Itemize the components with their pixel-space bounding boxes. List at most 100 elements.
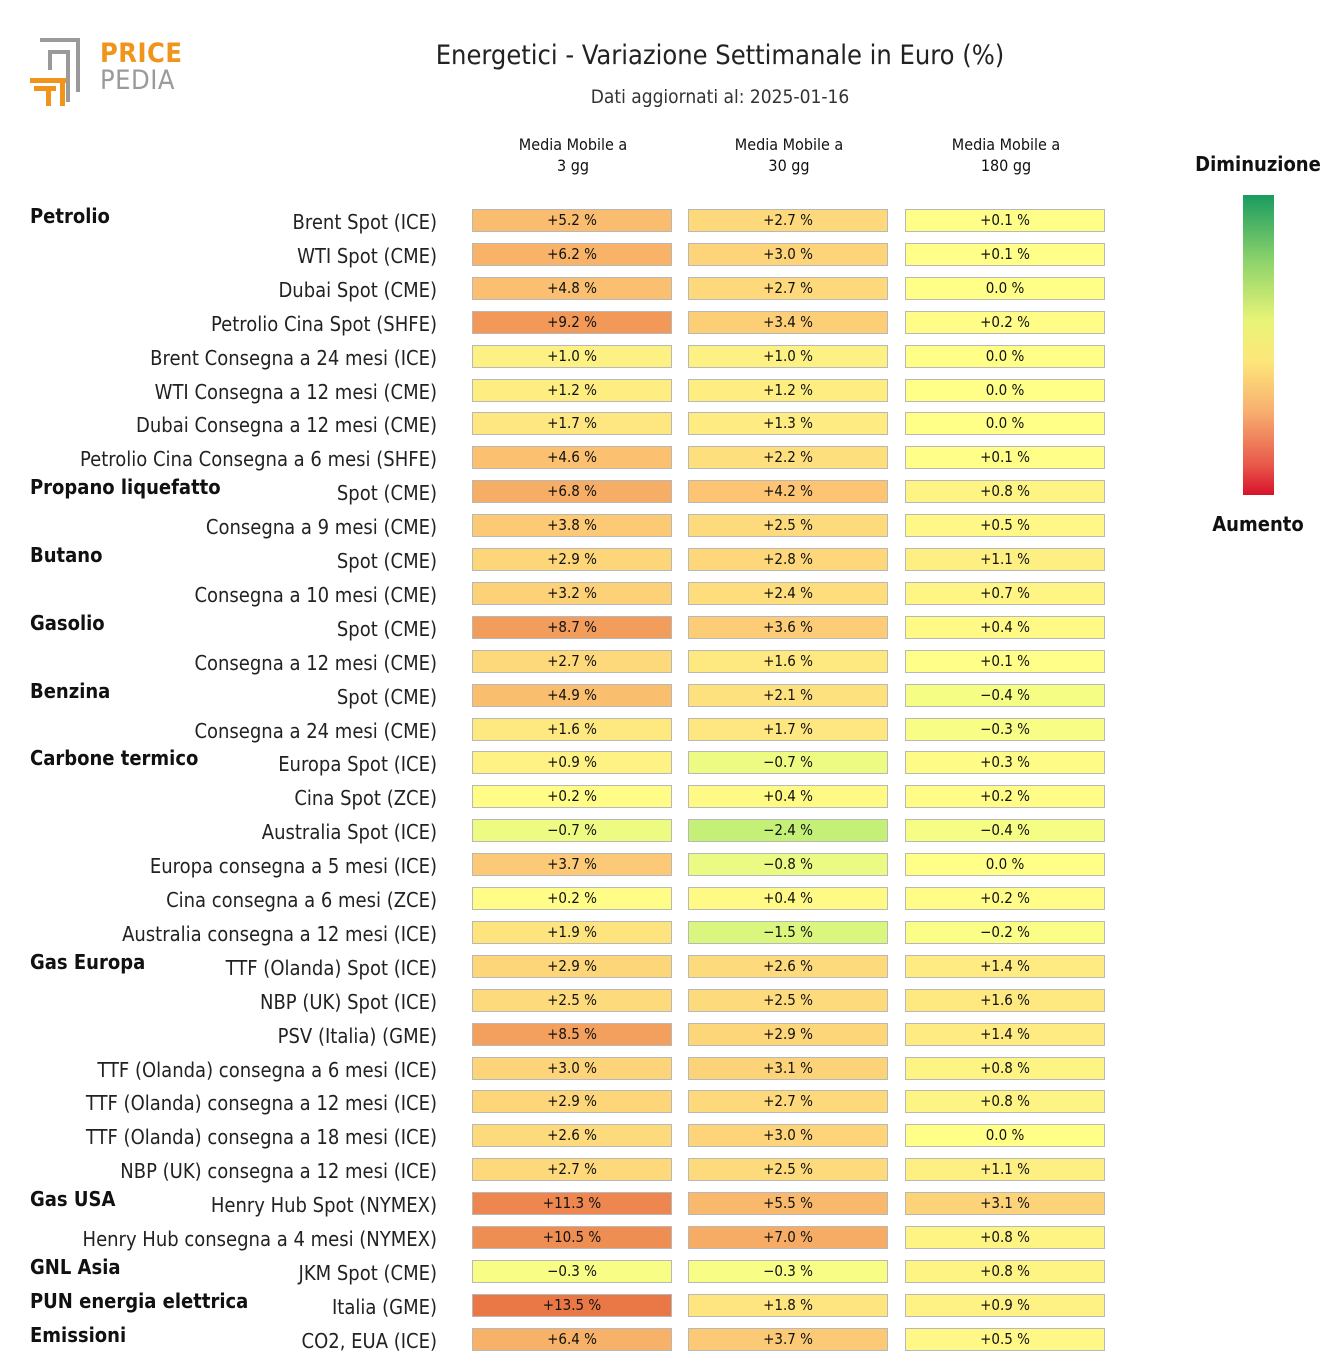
heatmap-cell: −0.3 % [472,1259,672,1283]
heatmap-cell: +6.2 % [472,242,672,266]
heatmap-cell: +3.4 % [688,310,888,334]
row-label: Europa consegna a 5 mesi (ICE) [149,854,437,879]
heatmap-cell: +0.1 % [905,446,1105,470]
heatmap-cell: +2.7 % [688,276,888,300]
group-label: Carbone termico [30,746,199,771]
heatmap-cell: +2.9 % [688,1022,888,1046]
heatmap-cell: +1.8 % [688,1293,888,1317]
heatmap-cell: 0.0 % [905,412,1105,436]
row-label: Brent Spot (ICE) [292,210,437,234]
heatmap-cell: 0.0 % [905,344,1105,368]
row-label: Henry Hub Spot (NYMEX) [210,1193,437,1218]
heatmap-cell: +3.6 % [688,615,888,639]
color-scale-bar [1243,195,1274,495]
heatmap-cell: +1.4 % [905,1022,1105,1046]
heatmap-cell: +0.4 % [905,615,1105,639]
heatmap-cell: +3.7 % [688,1327,888,1351]
row-label: PSV (Italia) (GME) [277,1023,437,1048]
heatmap-cell: +2.7 % [688,1090,888,1114]
row-label: TTF (Olanda) consegna a 12 mesi (ICE) [85,1091,437,1116]
row-label: Consegna a 24 mesi (CME) [194,718,437,743]
row-label: Petrolio Cina Consegna a 6 mesi (SHFE) [80,447,437,472]
heatmap-cell: +3.8 % [472,514,672,538]
column-header: Media Mobile a 180 gg [951,135,1061,175]
group-label: Propano liquefatto [30,475,221,500]
heatmap-cell: +1.0 % [472,344,672,368]
row-label: NBP (UK) Spot (ICE) [260,989,437,1014]
legend-top-label: Diminuzione [1195,152,1320,176]
heatmap-cell: +3.0 % [688,242,888,266]
row-label: Petrolio Cina Spot (SHFE) [211,311,437,336]
heatmap-cell: +2.6 % [688,954,888,978]
heatmap-cell: 0.0 % [905,378,1105,402]
group-label: Benzina [30,678,111,703]
heatmap-cell: +0.1 % [905,649,1105,673]
heatmap-cell: +1.0 % [688,344,888,368]
heatmap-cell: 0.0 % [905,1124,1105,1148]
heatmap-cell: −2.4 % [688,819,888,843]
group-label: Butano [30,543,103,567]
heatmap-cell: +10.5 % [472,1226,672,1249]
heatmap-cell: −0.3 % [688,1259,888,1283]
row-label: JKM Spot (CME) [298,1260,437,1285]
group-label: Gasolio [30,610,105,635]
heatmap-cell: +0.2 % [905,785,1105,809]
heatmap-cell: +2.5 % [688,1158,888,1182]
heatmap-cell: −0.4 % [905,819,1105,843]
heatmap-cell: +0.2 % [472,785,672,809]
row-label: TTF (Olanda) consegna a 18 mesi (ICE) [85,1125,437,1150]
row-label: WTI Consegna a 12 mesi (CME) [154,379,437,404]
heatmap-cell: +9.2 % [472,310,672,334]
pricepedia-logo: PRICE PEDIA [28,36,198,112]
column-header: Media Mobile a 30 gg [734,135,844,175]
heatmap-cell: +2.7 % [472,649,672,673]
heatmap-cell: +1.7 % [472,412,672,436]
heatmap-cell: +2.7 % [688,209,888,232]
row-label: Spot (CME) [336,481,437,506]
heatmap-cell: +0.9 % [905,1293,1105,1317]
heatmap-cell: +2.1 % [688,683,888,707]
row-label: Australia consegna a 12 mesi (ICE) [122,921,437,946]
heatmap-cell: −0.2 % [905,920,1105,944]
heatmap-cell: +5.2 % [472,209,672,232]
heatmap-cell: +8.5 % [472,1022,672,1046]
row-label: Italia (GME) [332,1294,437,1319]
chart-title: Energetici - Variazione Settimanale in E… [435,40,1005,71]
heatmap-cell: +3.0 % [688,1124,888,1148]
heatmap-cell: +0.2 % [905,310,1105,334]
row-label: TTF (Olanda) consegna a 6 mesi (ICE) [97,1057,437,1082]
row-label: Henry Hub consegna a 4 mesi (NYMEX) [82,1227,437,1251]
heatmap-cell: +3.1 % [905,1192,1105,1216]
row-label: Consegna a 12 mesi (CME) [194,650,437,675]
group-label: Petrolio [30,204,110,228]
heatmap-cell: +6.8 % [472,480,672,504]
heatmap-cell: +2.9 % [472,1090,672,1114]
heatmap-cell: +0.4 % [688,887,888,910]
heatmap-cell: +0.2 % [472,887,672,910]
heatmap-cell: +5.5 % [688,1192,888,1216]
row-label: WTI Spot (CME) [297,243,437,268]
heatmap-cell: +7.0 % [688,1226,888,1249]
row-label: Spot (CME) [336,549,437,573]
heatmap-cell: +2.9 % [472,548,672,571]
heatmap-cell: +4.6 % [472,446,672,470]
heatmap-cell: +6.4 % [472,1327,672,1351]
row-label: Spot (CME) [336,684,437,709]
column-header: Media Mobile a 3 gg [518,135,628,175]
heatmap-cell: +13.5 % [472,1293,672,1317]
heatmap-cell: +0.8 % [905,480,1105,504]
heatmap-cell: +0.8 % [905,1056,1105,1080]
heatmap-cell: +0.3 % [905,751,1105,775]
heatmap-cell: +2.5 % [688,514,888,538]
row-label: Dubai Spot (CME) [278,277,437,302]
heatmap-cell: +1.2 % [688,378,888,402]
row-label: Australia Spot (ICE) [261,820,437,845]
row-label: NBP (UK) consegna a 12 mesi (ICE) [120,1159,437,1184]
heatmap-cell: +2.8 % [688,548,888,571]
heatmap-cell: −0.7 % [688,751,888,775]
row-label: Cina consegna a 6 mesi (ZCE) [166,888,437,912]
heatmap-cell: +4.8 % [472,276,672,300]
heatmap-cell: 0.0 % [905,276,1105,300]
chart-subtitle: Dati aggiornati al: 2025-01-16 [590,86,850,108]
logo-mark-icon [30,38,80,106]
